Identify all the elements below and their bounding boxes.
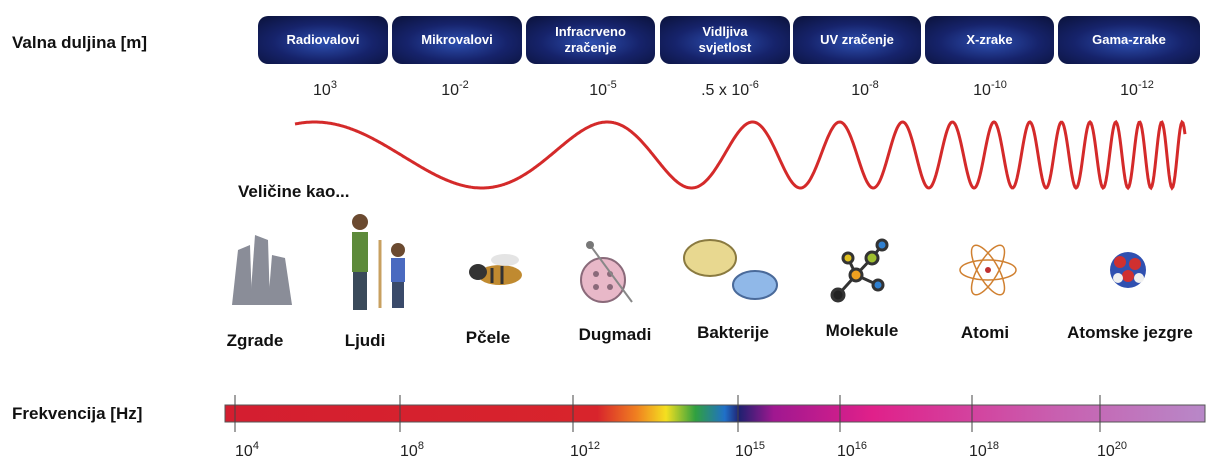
row-label: Valna duljina [m] <box>12 33 147 52</box>
object-label: Molekule <box>826 321 899 340</box>
power-exponent: 12 <box>588 440 600 452</box>
power-exponent: -8 <box>869 79 879 91</box>
power-base: 10 <box>735 443 753 460</box>
band-label: Vidljiva <box>702 24 748 39</box>
wavelength-label: 103 <box>313 79 337 99</box>
power-base: 10 <box>441 82 459 99</box>
frequency-bar <box>225 405 1205 422</box>
object-label: Dugmadi <box>579 325 652 344</box>
band-label: svjetlost <box>699 40 752 55</box>
power-exponent: -10 <box>991 79 1007 91</box>
row-label: Veličine kao... <box>238 182 350 201</box>
wavelength-label: 10-5 <box>589 79 617 99</box>
band-label: Infracrveno <box>555 24 626 39</box>
band-label: X-zrake <box>966 32 1012 47</box>
power-exponent: 18 <box>987 440 999 452</box>
wavelength-label: 10-8 <box>851 79 879 99</box>
object-label: Zgrade <box>227 331 284 350</box>
power-exponent: -5 <box>607 79 617 91</box>
object-label: Ljudi <box>345 331 386 350</box>
power-base: 10 <box>400 443 418 460</box>
power-exponent: -12 <box>1138 79 1154 91</box>
wavelength-label: .5 x 10-6 <box>701 79 759 99</box>
frequency-label: 1015 <box>735 440 765 460</box>
power-exponent: 20 <box>1115 440 1127 452</box>
power-base: 10 <box>973 82 991 99</box>
wavelength-label: 10-12 <box>1120 79 1154 99</box>
object-label: Atomske jezgre <box>1067 323 1193 342</box>
power-base: 10 <box>1097 443 1115 460</box>
wavelength-label: 10-2 <box>441 79 469 99</box>
power-base: 10 <box>969 443 987 460</box>
power-base: 10 <box>837 443 855 460</box>
band-label: Radiovalovi <box>287 32 360 47</box>
wavelength-label: 10-10 <box>973 79 1007 99</box>
object-label: Pčele <box>466 328 510 347</box>
molecule-icon <box>832 240 887 301</box>
frequency-label: 104 <box>235 440 259 460</box>
power-exponent: 4 <box>253 440 259 452</box>
power-exponent: 3 <box>331 79 337 91</box>
power-exponent: 15 <box>753 440 765 452</box>
band-label: Mikrovalovi <box>421 32 493 47</box>
row-label: Frekvencija [Hz] <box>12 404 142 423</box>
bacteria-icon <box>684 240 777 299</box>
object-label: Atomi <box>961 323 1009 342</box>
power-exponent: -6 <box>749 79 759 91</box>
frequency-label: 108 <box>400 440 424 460</box>
icons <box>232 214 1146 310</box>
nucleus-icon <box>1110 252 1146 288</box>
power-base: 10 <box>313 82 331 99</box>
power-base: 10 <box>1120 82 1138 99</box>
wave <box>295 122 1185 188</box>
power-base: 10 <box>235 443 253 460</box>
power-base: 10 <box>851 82 869 99</box>
building-icon <box>232 235 292 305</box>
bee-icon <box>469 254 522 285</box>
object-label: Bakterije <box>697 323 769 342</box>
atom-icon <box>960 241 1016 299</box>
frequency-label: 1012 <box>570 440 600 460</box>
people-icon <box>352 214 405 310</box>
power-exponent: 8 <box>418 440 424 452</box>
button-icon <box>581 241 632 302</box>
power-base: 10 <box>570 443 588 460</box>
band-label: Gama-zrake <box>1092 32 1166 47</box>
spectrum-diagram: Valna duljina [m] Veličine kao... Frekve… <box>0 0 1209 462</box>
frequency-label: 1018 <box>969 440 999 460</box>
band-label: zračenje <box>564 40 616 55</box>
power-base: 10 <box>589 82 607 99</box>
power-exponent: -2 <box>459 79 469 91</box>
frequency-label: 1016 <box>837 440 867 460</box>
frequency-label: 1020 <box>1097 440 1127 460</box>
band-label: UV zračenje <box>820 32 894 47</box>
power-base: .5 x 10 <box>701 82 749 99</box>
power-exponent: 16 <box>855 440 867 452</box>
